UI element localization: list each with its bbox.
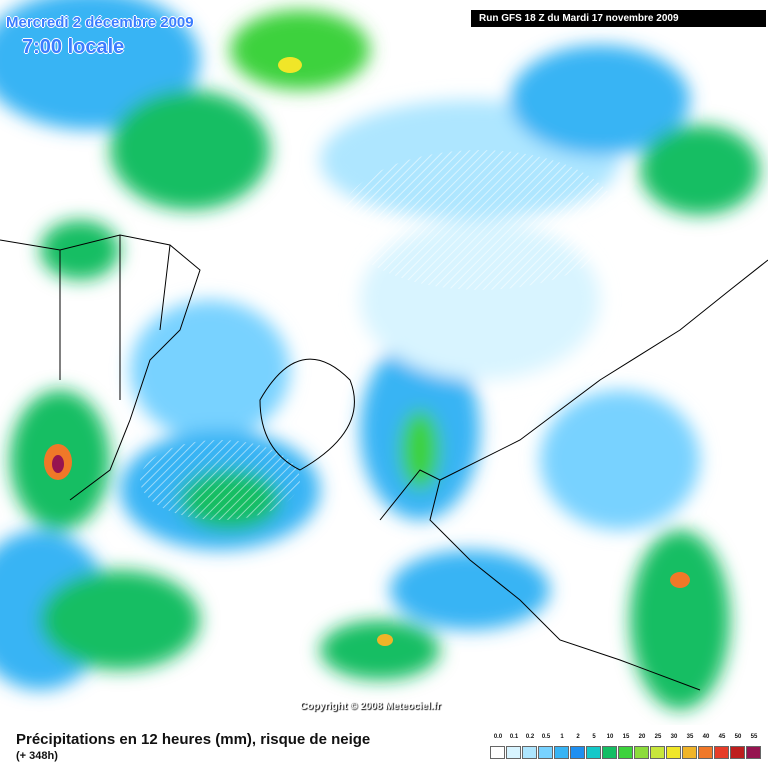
legend-swatch	[634, 746, 649, 759]
legend-label: 1	[560, 734, 564, 740]
legend-swatch	[506, 746, 521, 759]
legend-label: 10	[606, 734, 614, 740]
legend-label: 0.2	[525, 734, 535, 740]
date: Mercredi 2 décembre 2009	[6, 14, 194, 31]
legend-label: 2	[576, 734, 580, 740]
legend-swatch	[570, 746, 585, 759]
legend-label: 15	[622, 734, 630, 740]
intense-cells	[44, 57, 690, 646]
legend-swatch	[698, 746, 713, 759]
legend-label: 30	[670, 734, 678, 740]
legend-label: 20	[638, 734, 646, 740]
footer-title: Précipitations en 12 heures (mm), risque…	[16, 731, 371, 748]
legend-label: 0.0	[493, 734, 503, 740]
legend-swatch	[602, 746, 617, 759]
time: 7:00 locale	[22, 36, 125, 58]
legend-label: 50	[734, 734, 742, 740]
coastlines	[0, 234, 768, 691]
legend-label: 40	[702, 734, 710, 740]
legend-swatch	[714, 746, 729, 759]
legend-swatch	[666, 746, 681, 759]
legend-swatch	[554, 746, 569, 759]
legend-swatch	[538, 746, 553, 759]
legend-swatch	[746, 746, 761, 759]
legend-label: 25	[654, 734, 662, 740]
legend-label: 5	[592, 734, 596, 740]
legend-label: 0.1	[509, 734, 519, 740]
legend-swatch	[682, 746, 697, 759]
legend-label: 0.5	[541, 734, 551, 740]
lead-time: (+ 348h)	[16, 750, 58, 762]
legend-label: 45	[718, 734, 726, 740]
legend-swatch	[522, 746, 537, 759]
copyright: Copyright © 2008 Meteociel.fr	[300, 701, 441, 712]
legend-swatch	[730, 746, 745, 759]
legend-swatch	[618, 746, 633, 759]
run-info: Run GFS 18 Z du Mardi 17 novembre 2009	[471, 10, 766, 27]
legend-swatch	[650, 746, 665, 759]
legend-label: 55	[750, 734, 758, 740]
snow-hatch	[140, 150, 620, 520]
legend-label: 35	[686, 734, 694, 740]
map	[0, 0, 768, 710]
legend-swatch	[490, 746, 505, 759]
legend-swatch	[586, 746, 601, 759]
